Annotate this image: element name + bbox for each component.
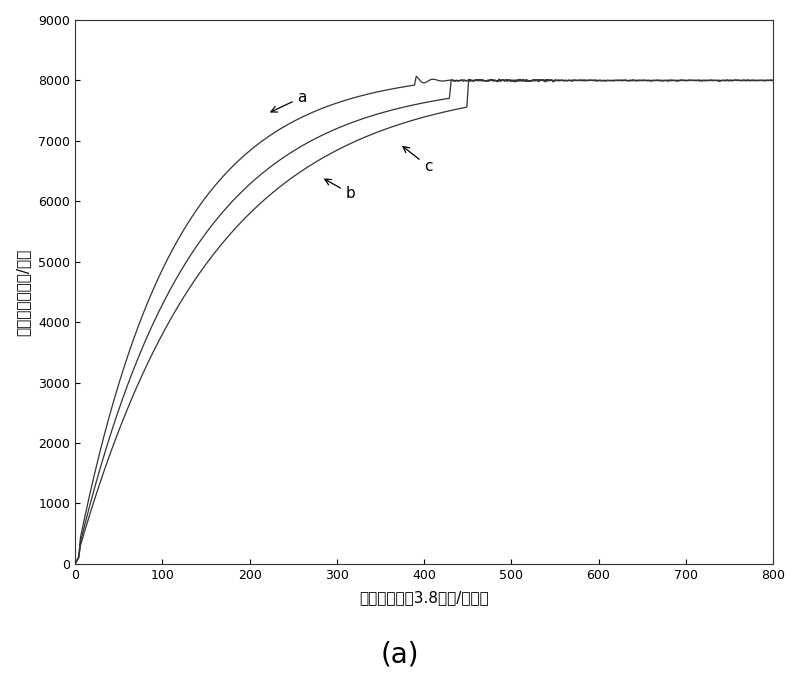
- Text: c: c: [403, 147, 433, 174]
- Text: (a): (a): [381, 641, 419, 668]
- Y-axis label: 速度（单位：转/分）: 速度（单位：转/分）: [15, 248, 30, 336]
- Text: a: a: [271, 90, 307, 112]
- Text: b: b: [325, 179, 355, 201]
- X-axis label: 时间（单位：3.8毫秒/数字）: 时间（单位：3.8毫秒/数字）: [359, 590, 489, 605]
